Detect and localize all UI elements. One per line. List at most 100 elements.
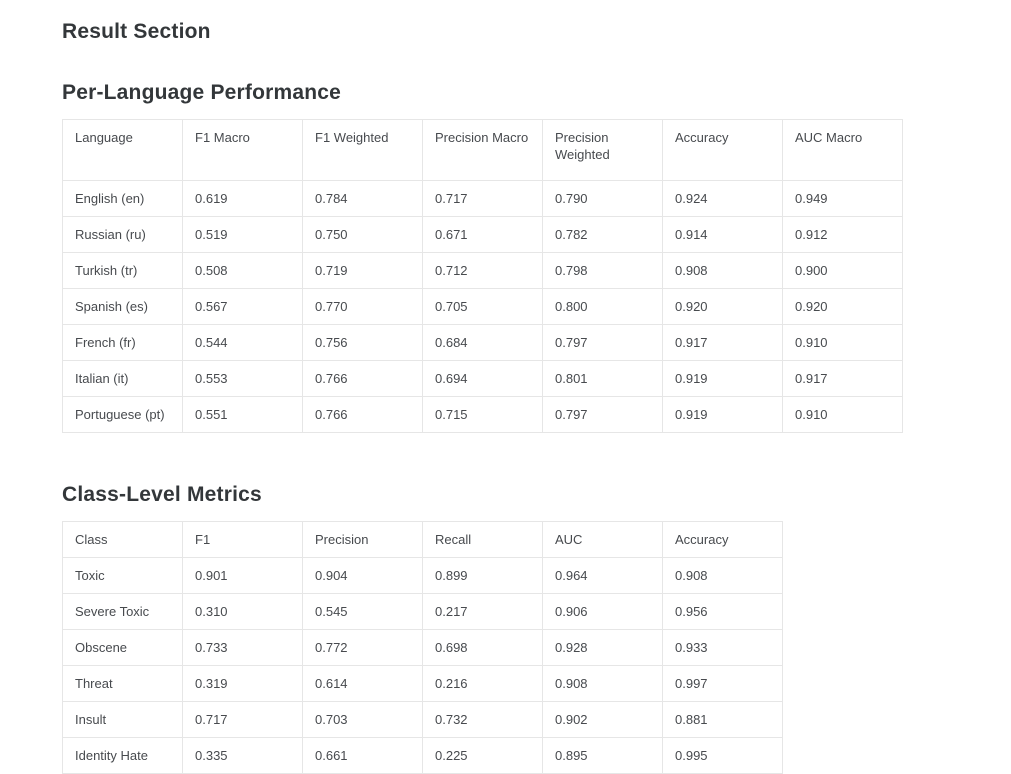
column-header: F1: [182, 521, 303, 558]
metric-value-cell: 0.553: [182, 360, 303, 397]
column-header: Accuracy: [662, 521, 783, 558]
metric-value-cell: 0.698: [422, 629, 543, 666]
column-header: AUC Macro: [782, 119, 903, 181]
per-language-performance-table: Language F1 Macro F1 Weighted Precision Mac…: [62, 119, 903, 433]
metric-value-cell: 0.544: [182, 324, 303, 361]
metric-value-cell: 0.335: [182, 737, 303, 774]
table-row: Insult 0.717 0.703 0.732 0.902 0.881: [62, 701, 783, 738]
metric-value-cell: 0.912: [782, 216, 903, 253]
column-header: F1 Macro: [182, 119, 303, 181]
column-header: Precision Macro: [422, 119, 543, 181]
column-header: Class: [62, 521, 183, 558]
table-row: Italian (it) 0.553 0.766 0.694 0.801 0.919 0.9…: [62, 360, 903, 397]
metric-value-cell: 0.519: [182, 216, 303, 253]
metric-value-cell: 0.216: [422, 665, 543, 702]
metric-value-cell: 0.661: [302, 737, 423, 774]
metric-value-cell: 0.801: [542, 360, 663, 397]
metric-value-cell: 0.619: [182, 180, 303, 217]
row-label-cell: Severe Toxic: [62, 593, 183, 630]
row-label-cell: Spanish (es): [62, 288, 183, 325]
metric-value-cell: 0.964: [542, 557, 663, 594]
metric-value-cell: 0.908: [542, 665, 663, 702]
metric-value-cell: 0.900: [782, 252, 903, 289]
metric-value-cell: 0.800: [542, 288, 663, 325]
metric-value-cell: 0.703: [302, 701, 423, 738]
metric-value-cell: 0.750: [302, 216, 423, 253]
column-header: Precision Weighted: [542, 119, 663, 181]
metric-value-cell: 0.910: [782, 324, 903, 361]
row-label-cell: Identity Hate: [62, 737, 183, 774]
metric-value-cell: 0.508: [182, 252, 303, 289]
table-row: Spanish (es) 0.567 0.770 0.705 0.800 0.920 0.9…: [62, 288, 903, 325]
metric-value-cell: 0.717: [422, 180, 543, 217]
metric-value-cell: 0.790: [542, 180, 663, 217]
metric-value-cell: 0.928: [542, 629, 663, 666]
row-label-cell: Portuguese (pt): [62, 396, 183, 433]
metric-value-cell: 0.798: [542, 252, 663, 289]
metric-value-cell: 0.766: [302, 396, 423, 433]
row-label-cell: Italian (it): [62, 360, 183, 397]
row-label-cell: Toxic: [62, 557, 183, 594]
column-header: Accuracy: [662, 119, 783, 181]
table-row: Turkish (tr) 0.508 0.719 0.712 0.798 0.908 0.9…: [62, 252, 903, 289]
section-heading-class-level: Class-Level Metrics: [62, 483, 262, 506]
table-row: Identity Hate 0.335 0.661 0.225 0.895 0.995: [62, 737, 783, 774]
header-row: Class F1 Precision Recall AUC Accuracy: [62, 521, 783, 558]
metric-value-cell: 0.551: [182, 396, 303, 433]
metric-value-cell: 0.671: [422, 216, 543, 253]
metric-value-cell: 0.910: [782, 396, 903, 433]
metric-value-cell: 0.919: [662, 396, 783, 433]
metric-value-cell: 0.914: [662, 216, 783, 253]
metric-value-cell: 0.920: [662, 288, 783, 325]
table-row: Toxic 0.901 0.904 0.899 0.964 0.908: [62, 557, 783, 594]
metric-value-cell: 0.797: [542, 324, 663, 361]
metric-value-cell: 0.719: [302, 252, 423, 289]
metric-value-cell: 0.956: [662, 593, 783, 630]
metric-value-cell: 0.567: [182, 288, 303, 325]
section-class-level: Class-Level Metrics Class F1 Precision Reca…: [62, 480, 1011, 774]
row-label-cell: English (en): [62, 180, 183, 217]
column-header: F1 Weighted: [302, 119, 423, 181]
metric-value-cell: 0.920: [782, 288, 903, 325]
metric-value-cell: 0.705: [422, 288, 543, 325]
row-label-cell: Insult: [62, 701, 183, 738]
metric-value-cell: 0.756: [302, 324, 423, 361]
row-label-cell: Turkish (tr): [62, 252, 183, 289]
metric-value-cell: 0.908: [662, 252, 783, 289]
metric-value-cell: 0.924: [662, 180, 783, 217]
metric-value-cell: 0.881: [662, 701, 783, 738]
metric-value-cell: 0.614: [302, 665, 423, 702]
metric-value-cell: 0.906: [542, 593, 663, 630]
column-header: AUC: [542, 521, 663, 558]
table-row: French (fr) 0.544 0.756 0.684 0.797 0.917 0.91…: [62, 324, 903, 361]
row-label-cell: Russian (ru): [62, 216, 183, 253]
table-row: Russian (ru) 0.519 0.750 0.671 0.782 0.914 0.9…: [62, 216, 903, 253]
table-row: Obscene 0.733 0.772 0.698 0.928 0.933: [62, 629, 783, 666]
metric-value-cell: 0.919: [662, 360, 783, 397]
column-header: Language: [62, 119, 183, 181]
class-level-metrics-table: Class F1 Precision Recall AUC Accuracy Toxic 0.…: [62, 521, 783, 774]
metric-value-cell: 0.899: [422, 557, 543, 594]
metric-value-cell: 0.319: [182, 665, 303, 702]
metric-value-cell: 0.733: [182, 629, 303, 666]
table-row: English (en) 0.619 0.784 0.717 0.790 0.924 0.9…: [62, 180, 903, 217]
metric-value-cell: 0.895: [542, 737, 663, 774]
metric-value-cell: 0.917: [662, 324, 783, 361]
metric-value-cell: 0.545: [302, 593, 423, 630]
metric-value-cell: 0.917: [782, 360, 903, 397]
table-row: Severe Toxic 0.310 0.545 0.217 0.906 0.956: [62, 593, 783, 630]
metric-value-cell: 0.717: [182, 701, 303, 738]
column-header: Precision: [302, 521, 423, 558]
metric-value-cell: 0.225: [422, 737, 543, 774]
metric-value-cell: 0.770: [302, 288, 423, 325]
column-header: Recall: [422, 521, 543, 558]
row-label-cell: Obscene: [62, 629, 183, 666]
metric-value-cell: 0.310: [182, 593, 303, 630]
metric-value-cell: 0.715: [422, 396, 543, 433]
metric-value-cell: 0.772: [302, 629, 423, 666]
metric-value-cell: 0.997: [662, 665, 783, 702]
metric-value-cell: 0.784: [302, 180, 423, 217]
metric-value-cell: 0.933: [662, 629, 783, 666]
page-title: Result Section: [62, 20, 211, 43]
